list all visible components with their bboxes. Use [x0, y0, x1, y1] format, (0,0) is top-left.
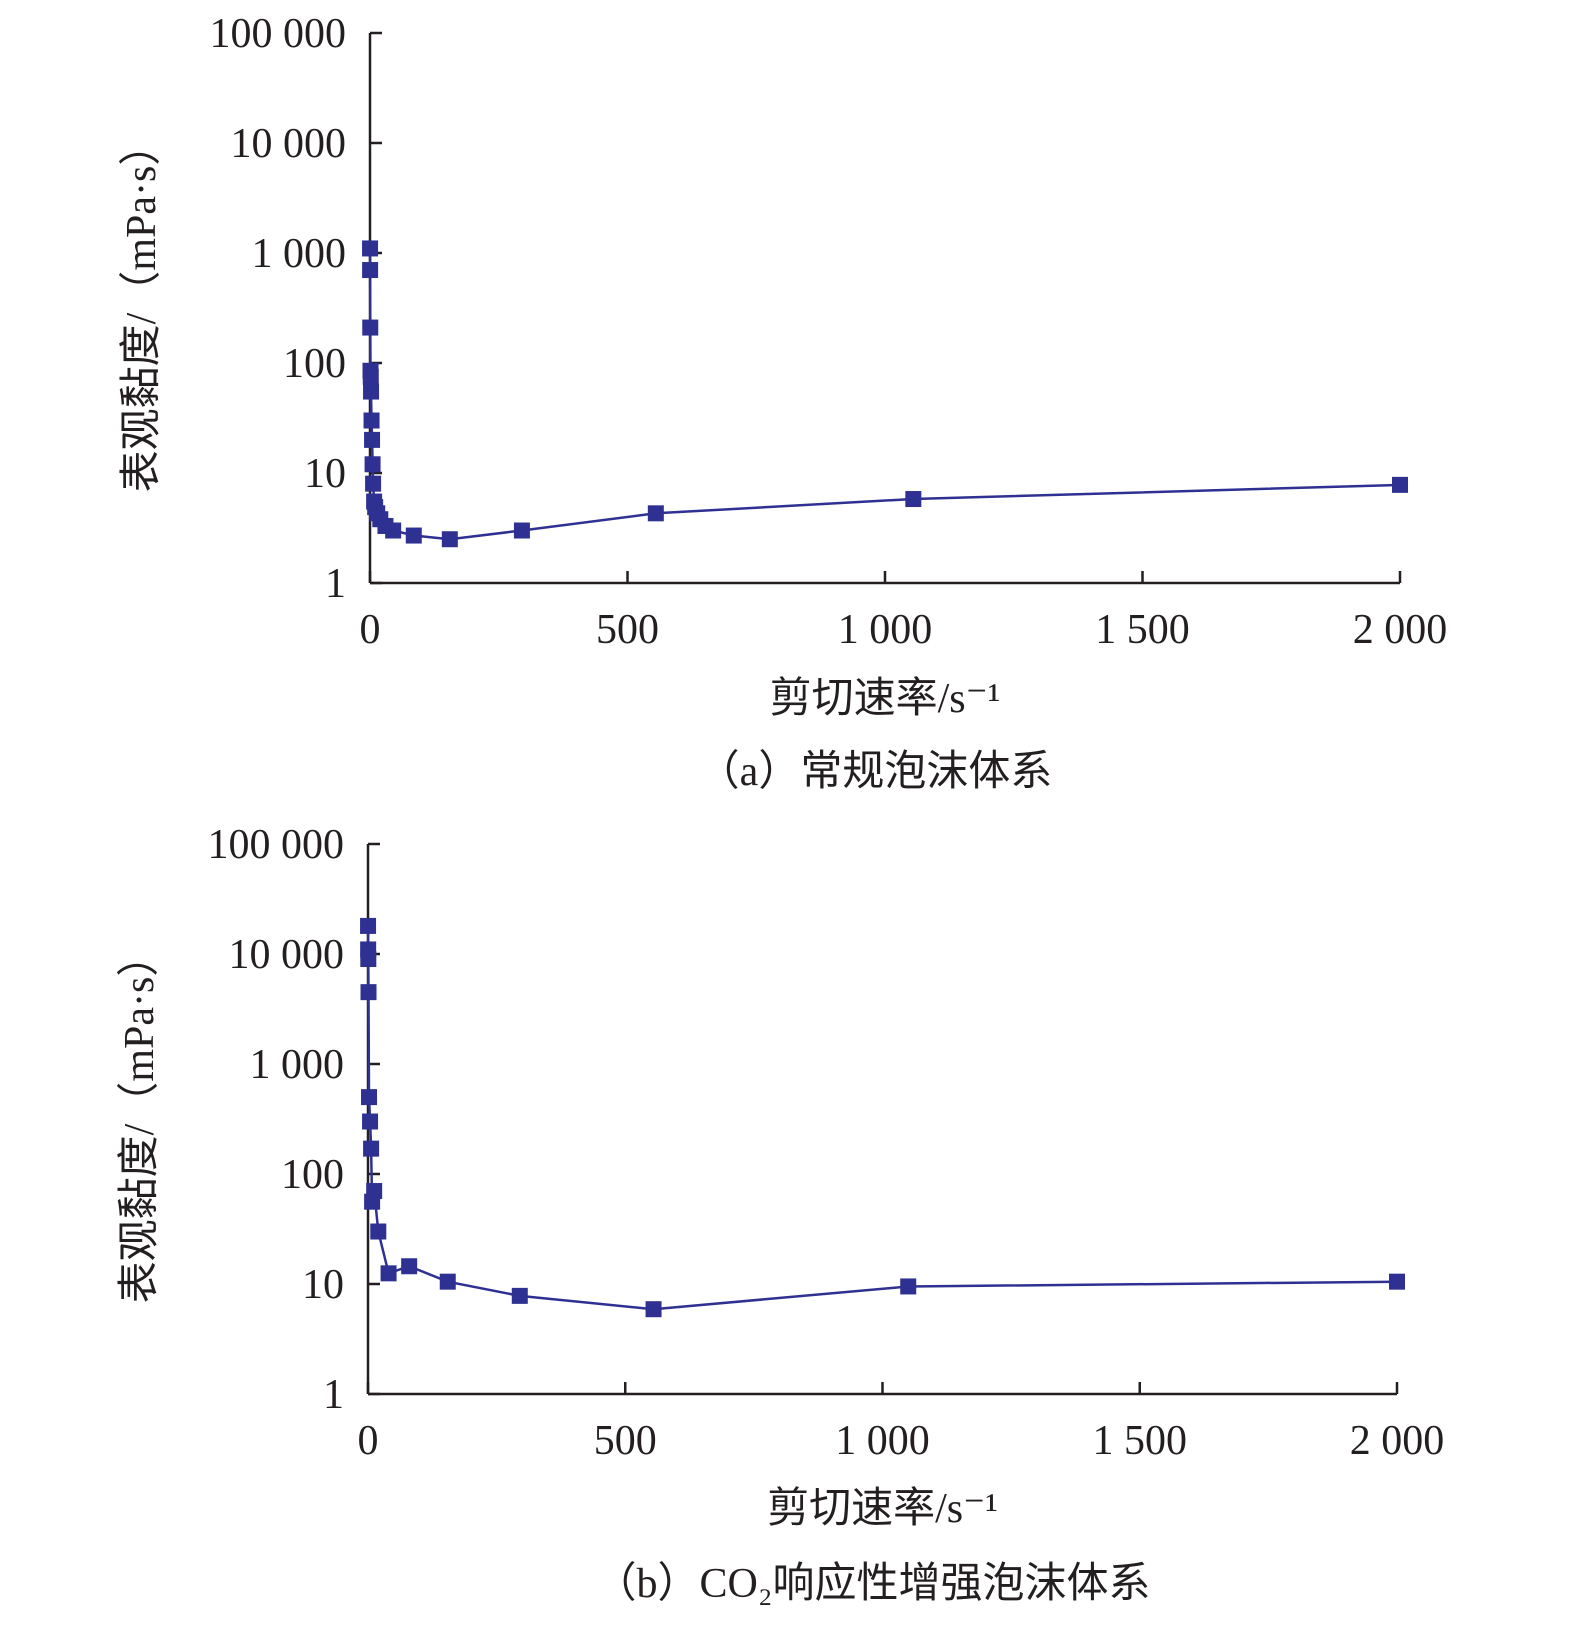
data-point — [360, 917, 377, 934]
y-tick-label: 1 — [325, 561, 346, 607]
x-tick-label: 1 000 — [838, 607, 933, 653]
data-point — [360, 951, 377, 968]
series-line — [368, 248, 1401, 541]
y-tick-label: 1 000 — [250, 1042, 345, 1088]
data-point — [511, 1287, 528, 1304]
data-point — [405, 527, 422, 544]
y-tick-label: 100 000 — [208, 822, 345, 868]
x-tick-label: 1 500 — [1093, 1418, 1188, 1464]
data-point — [364, 456, 381, 473]
chart-panel-b: 1 10 100 1 000 10 000 100 000 0 500 1 000 1 500 2 … — [117, 822, 1444, 1607]
data-point — [905, 491, 922, 508]
y-tick-label: 100 000 — [210, 11, 347, 57]
y-tick-label: 10 000 — [231, 121, 347, 167]
y-tick-label: 100 — [283, 341, 346, 387]
data-point — [363, 1140, 380, 1157]
data-point — [900, 1278, 917, 1295]
data-point — [513, 522, 530, 539]
x-tick-label: 2 000 — [1353, 607, 1448, 653]
data-point — [364, 431, 381, 448]
chart-panel-a: 1 10 100 1 000 10 000 100 000 0 500 1 000 1 500 2 … — [119, 11, 1447, 795]
x-tick-label: 0 — [358, 1418, 379, 1464]
x-axis-title: 剪切速率/s⁻¹ — [770, 675, 1001, 722]
data-point — [370, 1223, 387, 1240]
data-point — [362, 262, 379, 279]
y-tick-label: 100 — [281, 1152, 344, 1198]
data-point — [362, 368, 379, 385]
data-point — [362, 319, 379, 336]
data-point — [441, 531, 458, 548]
data-point — [439, 1273, 456, 1290]
data-point — [365, 475, 382, 492]
y-axis-title: 表观黏度/（mPa·s） — [119, 124, 165, 493]
y-tick-label: 1 — [323, 1372, 344, 1418]
data-point — [645, 1301, 662, 1318]
data-point — [362, 1113, 379, 1130]
y-tick-label: 10 000 — [229, 932, 345, 978]
y-tick-label: 1 000 — [252, 231, 347, 277]
y-axis-title: 表观黏度/（mPa·s） — [117, 935, 163, 1304]
x-tick-label: 0 — [360, 607, 381, 653]
series-line — [366, 925, 1398, 1311]
x-tick-label: 1 500 — [1095, 607, 1190, 653]
data-point — [1389, 1273, 1405, 1290]
data-point — [401, 1258, 418, 1275]
data-point — [360, 984, 377, 1001]
x-tick-label: 500 — [596, 607, 659, 653]
data-point — [362, 240, 379, 257]
x-axis-title: 剪切速率/s⁻¹ — [767, 1485, 998, 1532]
data-point — [1392, 476, 1408, 493]
data-point — [366, 1183, 383, 1200]
panel-caption: （b）CO₂响应性增强泡沫体系 — [595, 1560, 1151, 1607]
x-tick-label: 500 — [594, 1418, 657, 1464]
x-tick-label: 2 000 — [1350, 1418, 1445, 1464]
y-tick-label: 10 — [304, 451, 346, 497]
y-tick-label: 10 — [302, 1262, 344, 1308]
data-point — [385, 522, 402, 539]
data-point — [363, 412, 380, 429]
data-point — [647, 505, 664, 522]
panel-caption: （a）常规泡沫体系 — [698, 749, 1053, 795]
data-point — [361, 1089, 378, 1106]
data-point — [363, 383, 380, 400]
data-point — [380, 1265, 397, 1282]
x-tick-label: 1 000 — [835, 1418, 930, 1464]
